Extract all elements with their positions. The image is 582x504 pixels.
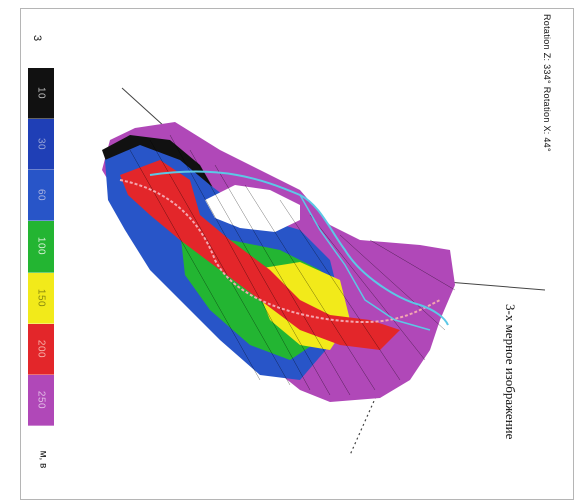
legend-label: 100 bbox=[35, 237, 47, 256]
caption: 3-х мерное изображение bbox=[502, 300, 518, 444]
legend-label: 250 bbox=[35, 390, 47, 409]
legend-swatch: 30 bbox=[28, 119, 54, 171]
cyan-trace-2 bbox=[299, 194, 431, 331]
legend-swatch: 200 bbox=[28, 323, 54, 375]
legend-label: 200 bbox=[35, 339, 47, 358]
legend-swatch: 10 bbox=[28, 68, 54, 120]
legend-swatch: 60 bbox=[28, 170, 54, 222]
legend-swatch: 250 bbox=[28, 374, 54, 426]
legend-label: 60 bbox=[35, 189, 47, 202]
legend-label: 10 bbox=[35, 87, 47, 100]
axis-line-dashed bbox=[349, 391, 379, 456]
legend-swatch: 100 bbox=[28, 221, 54, 273]
surface-gap bbox=[205, 185, 300, 232]
cyan-trace bbox=[149, 170, 449, 326]
scale-header: 3 bbox=[31, 34, 44, 42]
legend-label: 30 bbox=[35, 138, 47, 151]
units-label: м, в bbox=[37, 450, 49, 469]
rotation-readout: Rotation Z: 334° Rotation X: 44° bbox=[542, 14, 552, 152]
surface-region-red bbox=[120, 160, 400, 350]
legend-swatch: 150 bbox=[28, 272, 54, 324]
color-legend: 10 30 60 100 150 200 250 bbox=[28, 68, 54, 426]
legend-label: 150 bbox=[35, 288, 47, 307]
mesh-hatching bbox=[129, 134, 456, 396]
centre-trace bbox=[119, 179, 441, 324]
